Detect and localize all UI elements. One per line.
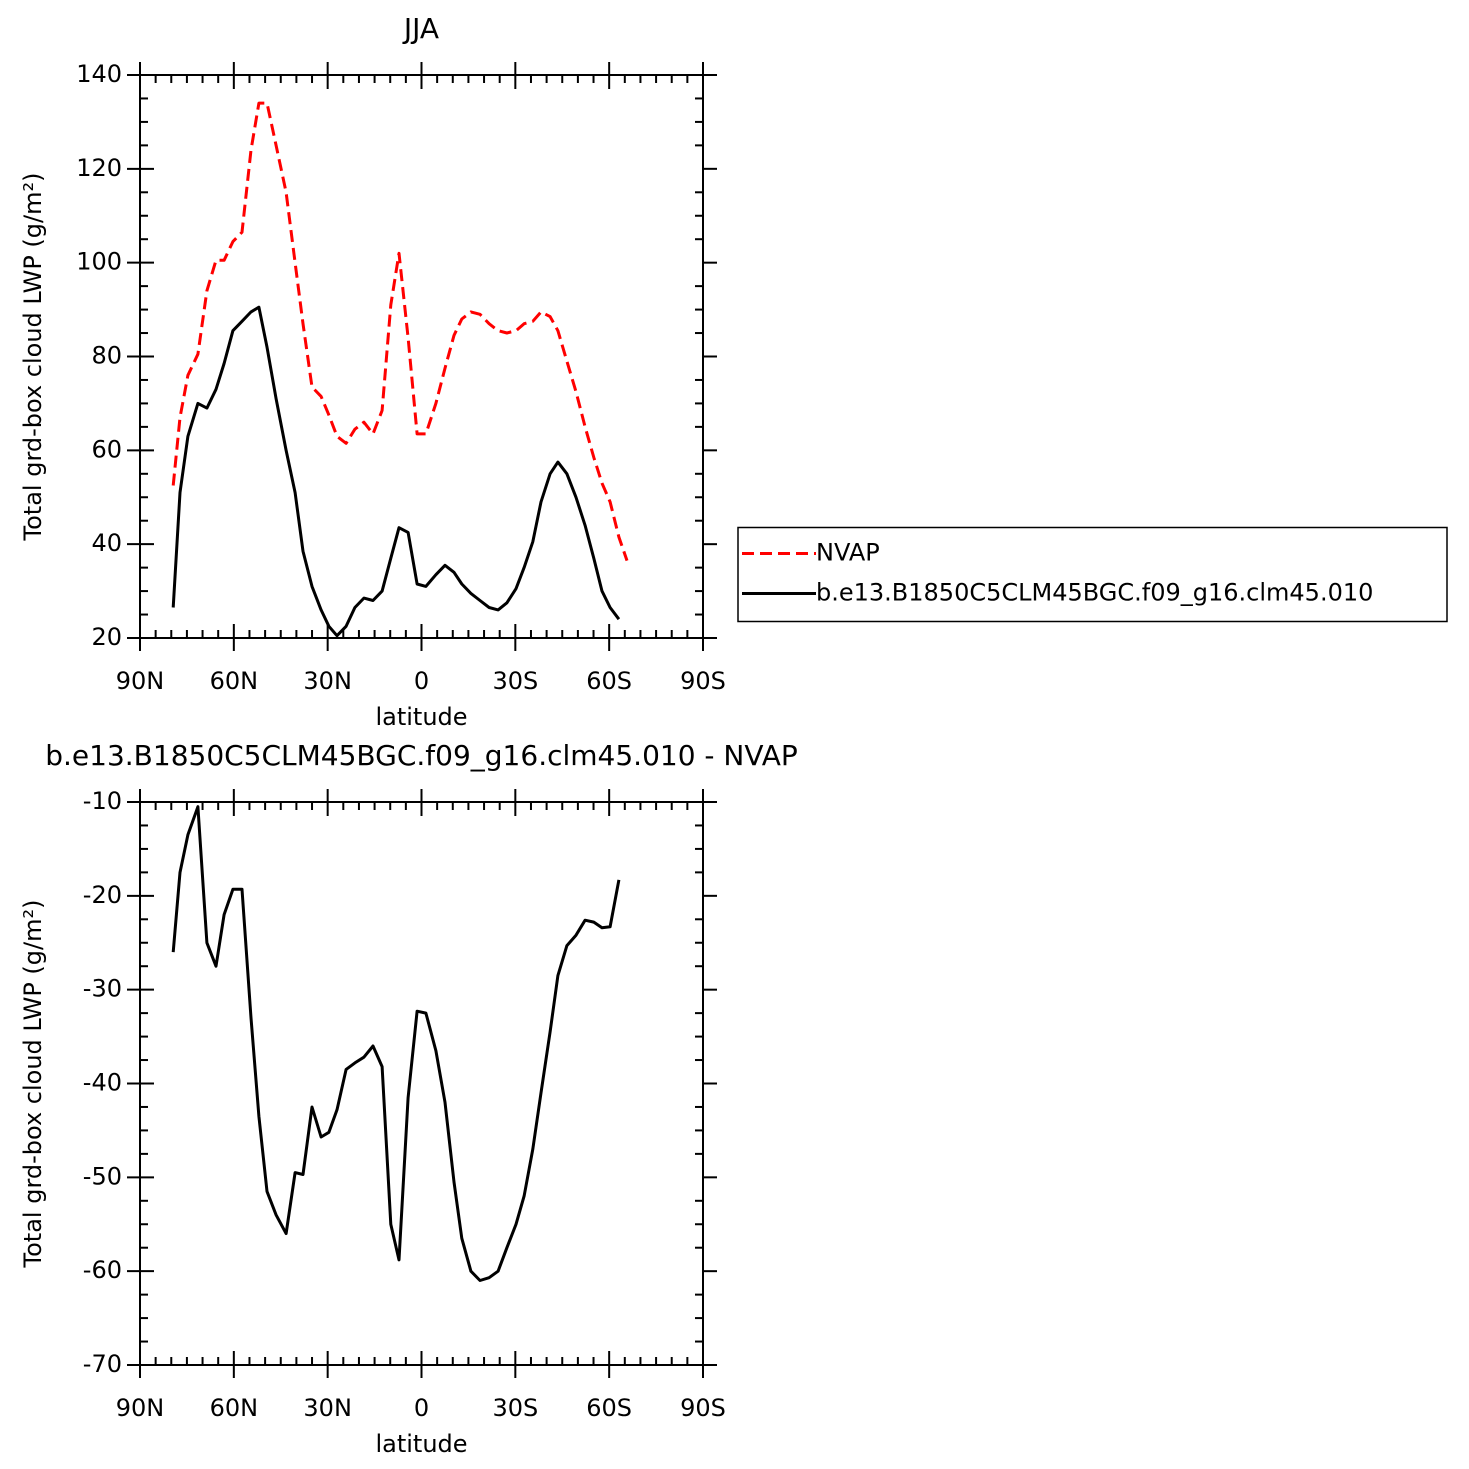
x-tick-label: 30S bbox=[492, 667, 538, 695]
x-tick-label: 90S bbox=[680, 1394, 726, 1422]
y-tick-label: 100 bbox=[76, 248, 122, 276]
x-tick-label: 0 bbox=[414, 667, 429, 695]
y-tick-label: -30 bbox=[83, 975, 122, 1003]
y-tick-label: 20 bbox=[91, 623, 122, 651]
y-axis-label: Total grd-box cloud LWP (g/m²) bbox=[19, 900, 47, 1269]
y-tick-label: -50 bbox=[83, 1162, 122, 1190]
y-tick-label: -10 bbox=[83, 787, 122, 815]
y-tick-label: 140 bbox=[76, 60, 122, 88]
legend-label: NVAP bbox=[816, 539, 880, 567]
x-axis-label: latitude bbox=[375, 1430, 467, 1458]
x-tick-label: 60N bbox=[210, 1394, 259, 1422]
x-tick-label: 60S bbox=[586, 667, 632, 695]
legend-box bbox=[737, 526, 1448, 623]
y-tick-label: -20 bbox=[83, 881, 122, 909]
x-tick-label: 30S bbox=[492, 1394, 538, 1422]
x-tick-label: 90S bbox=[680, 667, 726, 695]
chart-title: JJA bbox=[402, 12, 439, 45]
x-tick-label: 60N bbox=[210, 667, 259, 695]
y-tick-label: 40 bbox=[91, 529, 122, 557]
data-line bbox=[171, 805, 621, 1282]
x-tick-label: 90N bbox=[116, 667, 165, 695]
plot-frame bbox=[139, 74, 704, 639]
y-tick-label: 60 bbox=[91, 435, 122, 463]
x-tick-label: 0 bbox=[414, 1394, 429, 1422]
y-tick-label: -70 bbox=[83, 1350, 122, 1378]
y-tick-label: 120 bbox=[76, 154, 122, 182]
chart-title: b.e13.B1850C5CLM45BGC.f09_g16.clm45.010 … bbox=[45, 739, 798, 772]
x-tick-label: 30N bbox=[303, 667, 352, 695]
data-line bbox=[171, 101, 629, 562]
y-axis-label: Total grd-box cloud LWP (g/m²) bbox=[19, 173, 47, 542]
data-line bbox=[171, 305, 621, 638]
plot-frame bbox=[139, 801, 704, 1366]
x-tick-label: 90N bbox=[116, 1394, 165, 1422]
x-axis-label: latitude bbox=[375, 703, 467, 731]
legend-label: b.e13.B1850C5CLM45BGC.f09_g16.clm45.010 bbox=[816, 579, 1373, 607]
y-tick-label: -60 bbox=[83, 1256, 122, 1284]
x-tick-label: 60S bbox=[586, 1394, 632, 1422]
y-tick-label: 80 bbox=[91, 342, 122, 370]
x-tick-label: 30N bbox=[303, 1394, 352, 1422]
y-tick-label: -40 bbox=[83, 1069, 122, 1097]
